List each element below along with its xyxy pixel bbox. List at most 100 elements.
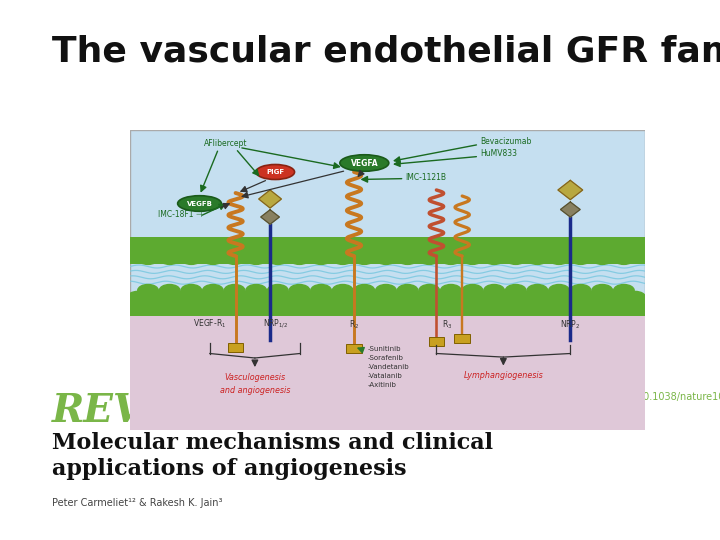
Circle shape [472,244,495,257]
Polygon shape [258,190,282,208]
Circle shape [537,244,560,257]
Text: Vasculogenesis: Vasculogenesis [225,373,285,382]
Circle shape [419,285,439,296]
Circle shape [495,292,516,303]
Ellipse shape [178,195,222,211]
Circle shape [202,285,223,296]
Circle shape [582,292,602,303]
FancyBboxPatch shape [428,337,444,346]
Circle shape [386,244,409,257]
Circle shape [527,285,548,296]
Circle shape [268,252,288,265]
Text: NRP$_2$: NRP$_2$ [560,319,580,331]
Text: -Sunitinib: -Sunitinib [368,346,402,353]
Circle shape [311,252,331,265]
Text: VEGFA: VEGFA [351,159,378,167]
Circle shape [278,244,300,257]
Circle shape [321,244,343,257]
Circle shape [214,292,235,303]
Circle shape [559,244,582,257]
FancyBboxPatch shape [228,343,243,352]
Circle shape [624,244,647,257]
Circle shape [159,252,180,265]
Circle shape [505,252,526,265]
Circle shape [474,292,494,303]
Circle shape [181,285,202,296]
Circle shape [462,285,483,296]
Text: PlGF: PlGF [266,169,284,175]
Circle shape [592,285,613,296]
Circle shape [246,285,266,296]
Text: AFlibercept: AFlibercept [204,139,247,148]
Text: The vascular endothelial GFR family: The vascular endothelial GFR family [52,35,720,69]
Circle shape [376,285,396,296]
Circle shape [246,252,266,265]
Circle shape [441,285,461,296]
Ellipse shape [256,165,294,179]
Circle shape [462,252,483,265]
Circle shape [376,252,396,265]
Polygon shape [561,202,580,217]
Circle shape [300,244,322,257]
Circle shape [311,285,331,296]
Text: VEGF-R$_1$: VEGF-R$_1$ [193,318,227,330]
Circle shape [149,292,170,303]
Circle shape [603,292,624,303]
Circle shape [279,292,300,303]
Circle shape [354,285,374,296]
Text: IMC-18F1 ⊣: IMC-18F1 ⊣ [158,210,203,219]
Circle shape [365,292,386,303]
Text: and angiogenesis: and angiogenesis [220,386,290,395]
Circle shape [127,244,149,257]
Circle shape [170,244,192,257]
Text: doi:10.1038/nature10144: doi:10.1038/nature10144 [620,392,720,402]
Circle shape [441,252,461,265]
FancyBboxPatch shape [130,295,645,316]
Circle shape [364,244,387,257]
Circle shape [409,292,429,303]
FancyBboxPatch shape [130,130,645,430]
Circle shape [570,252,591,265]
Circle shape [397,285,418,296]
Circle shape [452,292,472,303]
Text: R$_2$: R$_2$ [349,319,359,331]
Text: REVIEW: REVIEW [52,392,235,430]
Circle shape [257,292,278,303]
Circle shape [613,252,634,265]
Text: Bevacizumab: Bevacizumab [480,137,531,145]
Circle shape [224,285,245,296]
Circle shape [431,292,451,303]
Circle shape [289,252,310,265]
Circle shape [397,252,418,265]
Circle shape [387,292,408,303]
Circle shape [602,244,625,257]
Circle shape [451,244,474,257]
Circle shape [333,285,353,296]
Ellipse shape [340,155,389,171]
Circle shape [429,244,452,257]
Text: Molecular mechanisms and clinical
applications of angiogenesis: Molecular mechanisms and clinical applic… [52,432,493,480]
Text: VEGFB: VEGFB [186,200,212,206]
Circle shape [235,244,257,257]
Circle shape [570,285,591,296]
Circle shape [354,252,374,265]
Circle shape [549,252,570,265]
Text: NRP$_{1/2}$: NRP$_{1/2}$ [263,318,288,330]
Circle shape [127,292,148,303]
Circle shape [484,285,505,296]
Text: IMC-1121B: IMC-1121B [405,172,446,181]
Circle shape [484,252,505,265]
Circle shape [289,285,310,296]
Circle shape [343,244,365,257]
Text: -Sorafenib: -Sorafenib [368,355,404,361]
Text: -Vandetanib: -Vandetanib [368,364,410,370]
Circle shape [505,285,526,296]
Circle shape [613,285,634,296]
Circle shape [192,292,213,303]
Circle shape [181,252,202,265]
FancyBboxPatch shape [454,334,470,343]
Text: R$_3$: R$_3$ [441,319,452,331]
Circle shape [539,292,559,303]
Text: HuMV833: HuMV833 [480,148,517,158]
Circle shape [560,292,580,303]
